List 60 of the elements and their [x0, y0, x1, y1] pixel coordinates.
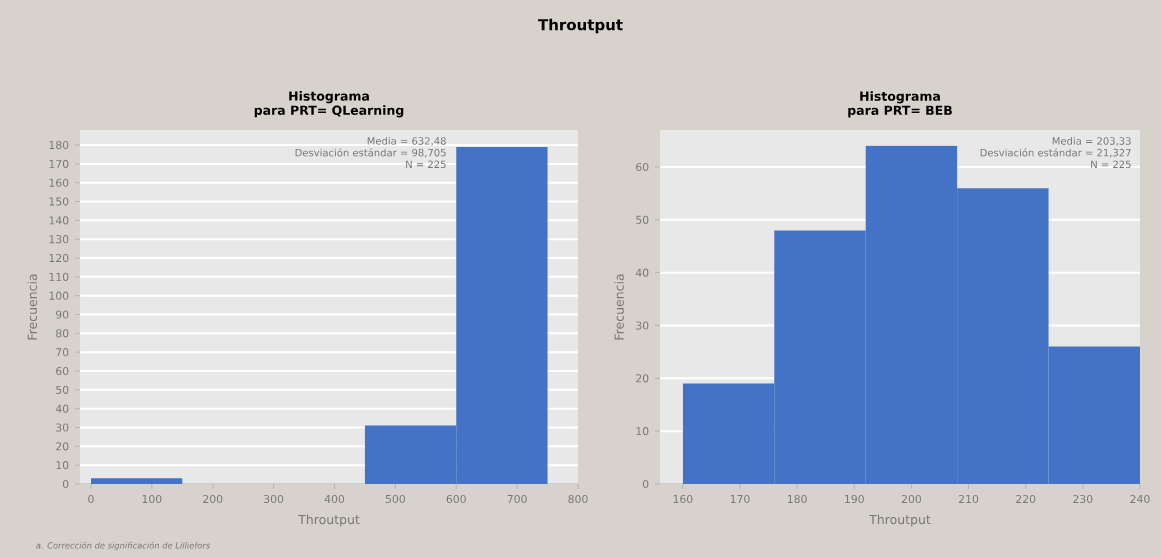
y-tick-label: 40 [635, 268, 649, 277]
y-tick-label: 30 [56, 423, 69, 432]
x-tick-label: 0 [88, 494, 94, 504]
x-tick-label: 170 [730, 494, 750, 504]
y-tick-label: 10 [636, 427, 649, 436]
annotation: N = 225 [406, 160, 446, 169]
y-tick-label: 160 [49, 178, 69, 187]
y-tick-label: 0 [62, 479, 69, 489]
x-tick-label: 600 [446, 494, 466, 504]
annotation: Media = 632,48 [367, 136, 446, 146]
x-tick-label: 160 [673, 494, 693, 504]
x-tick-label: 220 [1016, 494, 1036, 504]
x-tick-label: 230 [1073, 494, 1093, 504]
y-tick-label: 150 [49, 197, 69, 206]
x-tick-label: 210 [959, 494, 979, 504]
y-tick-label: 100 [49, 291, 69, 300]
x-tick-label: 200 [203, 494, 223, 504]
chart-subtitle: para PRT= BEB [848, 105, 952, 118]
x-tick-label: 400 [324, 494, 345, 504]
x-axis-title: Throutput [869, 514, 931, 527]
y-tick-label: 30 [636, 321, 649, 330]
x-tick-label: 190 [845, 494, 864, 504]
y-axis-title: Frecuencia [614, 274, 624, 340]
y-tick-label: 180 [49, 140, 69, 150]
y-tick-label: 170 [49, 159, 69, 168]
y-tick-label: 60 [636, 162, 649, 172]
x-tick-label: 200 [901, 494, 922, 504]
text: a. Corrección de significación de Lilliefors [36, 541, 210, 551]
chart-subtitle: para PRT= QLearning [254, 105, 404, 118]
y-tick-label: 20 [636, 374, 649, 383]
y-axis-title: Frecuencia [27, 274, 38, 340]
annotation: Desviación estándar = 21,327 [980, 148, 1131, 158]
annotation: N = 225 [1091, 160, 1131, 169]
y-tick-label: 50 [56, 385, 69, 394]
y-tick-label: 140 [49, 216, 69, 225]
y-tick-label: 110 [49, 272, 69, 281]
chart-title: Histograma [289, 91, 369, 104]
x-tick-label: 100 [142, 494, 162, 504]
x-tick-label: 240 [1130, 494, 1150, 504]
y-tick-label: 20 [56, 442, 69, 451]
x-tick-label: 800 [568, 494, 588, 504]
x-axis-title: Throutput [298, 514, 360, 527]
y-tick-label: 10 [56, 461, 69, 470]
chart-title: Histograma [860, 91, 940, 104]
x-tick-label: 180 [787, 494, 807, 504]
y-tick-label: 80 [56, 329, 69, 338]
annotation: Media = 203,33 [1052, 137, 1131, 146]
x-tick-label: 700 [507, 494, 527, 504]
y-tick-label: 70 [56, 348, 69, 357]
y-tick-label: 120 [49, 253, 69, 263]
x-tick-label: 500 [385, 494, 405, 504]
y-tick-label: 90 [56, 310, 69, 319]
y-tick-label: 0 [642, 479, 649, 489]
x-tick-label: 300 [264, 494, 284, 504]
y-tick-label: 40 [55, 404, 69, 413]
text: Throutput [538, 18, 623, 34]
y-tick-label: 50 [636, 215, 649, 224]
y-tick-label: 60 [56, 366, 69, 376]
annotation: Desviación estándar = 98,705 [295, 148, 446, 158]
y-tick-label: 130 [49, 235, 69, 244]
